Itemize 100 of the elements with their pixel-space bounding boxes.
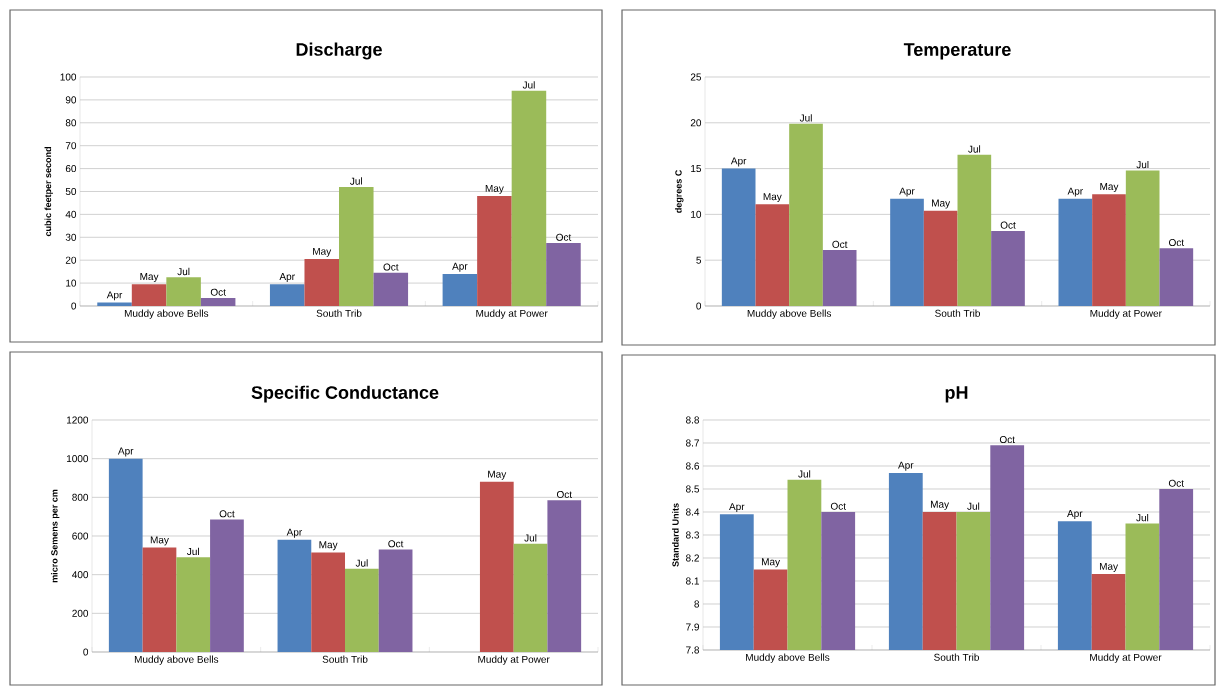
y-tick-label: 800 [72,493,89,501]
y-tick-label: 10 [691,210,702,218]
y-tick-label: 1000 [67,455,89,463]
series-label: Jul [798,470,811,478]
x-tick-label: South Trib [322,655,368,663]
text: Apr [279,273,295,283]
y-axis-title: Standard Units [672,503,679,567]
text: Apr [899,187,915,197]
bar [789,123,823,306]
bar [339,186,374,306]
chart-title: Discharge [296,42,382,60]
bar [210,519,244,652]
y-tick-label: 8.1 [686,577,699,585]
text: May [1100,183,1119,193]
y-tick-label: 10 [66,279,77,287]
y-tick-label: 5 [696,256,702,264]
bar [373,272,409,306]
bar [1092,194,1126,306]
y-tick-label: 7.9 [686,623,700,631]
chart-title: pH [945,386,968,403]
text: Apr [1067,510,1083,519]
series-label: May [761,558,781,568]
y-axis-title: micro Semens per cm [50,489,60,583]
text: Oct [556,233,572,241]
y-tick-label: 400 [72,571,89,579]
y-tick-label: 200 [72,609,89,617]
text: May [1099,562,1119,572]
bar [311,552,346,652]
bar [200,297,236,306]
y-tick-label: 8.2 [686,554,699,562]
text: Apr [898,461,914,471]
y-tick-label: 8.3 [686,531,700,539]
y-tick-label: 7.8 [686,646,700,654]
series-label: Apr [117,447,134,457]
bar [822,250,857,306]
text: May [485,184,504,194]
x-tick-label: Muddy above Bells [124,309,209,319]
text: Oct [210,288,226,296]
x-tick-label: Muddy at Power [478,655,550,665]
y-tick-label: 600 [72,532,89,540]
bar [345,568,379,652]
y-tick-label: 25 [690,73,702,81]
bar [269,284,305,306]
chart-title: Temperature [903,43,1011,60]
bar [1058,198,1093,306]
y-tick-label: 20 [690,119,702,127]
x-tick-label: Muddy at Power [476,309,548,319]
series-label: Oct [830,502,846,510]
series-label: Oct [219,510,235,518]
y-tick-label: 100 [60,73,77,81]
text: Oct [832,240,848,248]
text: Jul [524,534,537,542]
series-label: May [140,273,159,283]
text: Oct [1168,479,1184,487]
text: Jul [355,559,368,567]
series-label: Jul [186,547,199,556]
bar [890,198,924,306]
series-label: Apr [106,291,123,301]
y-tick-label: 1200 [67,416,89,424]
series-label: May [319,541,338,551]
text: May [150,536,169,546]
y-tick-label: 0 [696,302,702,310]
bar [755,204,790,306]
y-tick-label: 0 [71,302,77,310]
text: Jul [799,114,812,122]
x-tick-label: South Trib [316,309,362,317]
y-tick-label: 8.8 [686,416,700,424]
bar [511,90,547,306]
x-tick-label: Muddy above Bells [747,309,832,319]
bar [957,154,992,306]
y-axis-title: cubic feetper second [44,147,53,237]
bar [991,230,1025,306]
bar [923,210,958,306]
x-tick-label: Muddy above Bells [134,655,219,665]
bar [108,458,143,652]
y-tick-label: 30 [65,233,77,241]
text: Oct [1000,221,1016,229]
bar [131,284,167,306]
bar [1159,248,1194,306]
series-label: Jul [177,267,190,276]
bar [304,259,340,306]
bar [721,168,756,306]
text: Oct [999,436,1015,444]
chart-title: Specific Conductance [251,385,439,403]
y-tick-label: 8 [694,600,700,608]
text: May [488,470,507,480]
y-tick-label: 8.6 [686,462,700,470]
y-tick-label: 50 [65,187,77,196]
text: Oct [556,490,572,499]
text: May [313,247,332,257]
x-tick-label: Muddy above Bells [746,653,830,663]
series-label: Apr [729,503,745,513]
text: Apr [452,262,468,272]
y-tick-label: 8.5 [686,485,700,493]
text: Apr [1067,187,1083,197]
text: May [930,500,950,510]
y-tick-label: 8.7 [686,439,699,447]
bar [513,543,548,652]
y-tick-label: 0 [83,648,89,656]
bar [479,481,514,652]
